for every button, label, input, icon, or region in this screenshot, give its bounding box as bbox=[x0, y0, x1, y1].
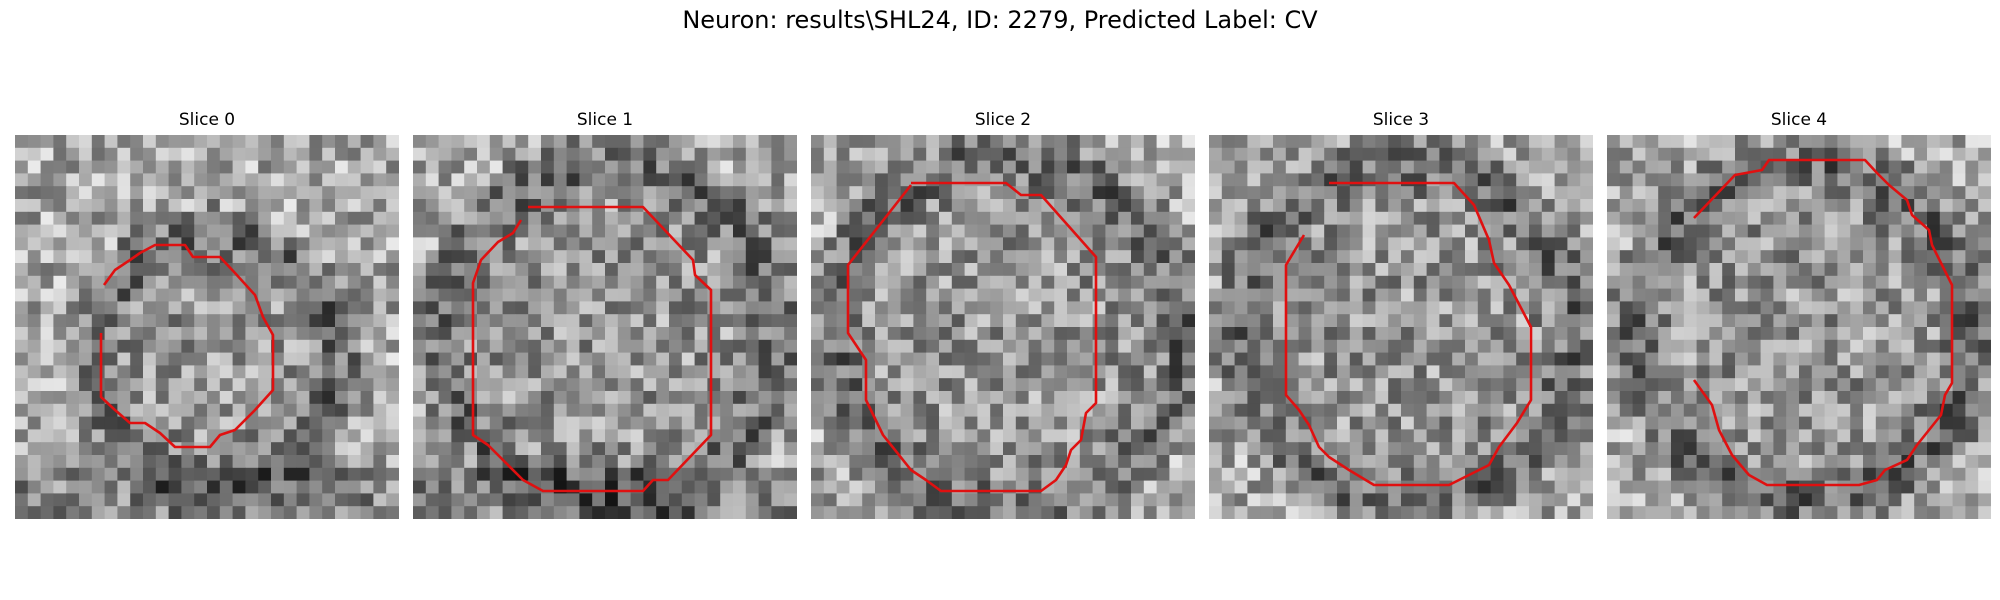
slice-panel-0: Slice 0 bbox=[15, 108, 399, 519]
slice-panel-2: Slice 2 bbox=[811, 108, 1195, 519]
segmentation-outline bbox=[846, 181, 1098, 493]
segmentation-outline bbox=[471, 205, 713, 493]
slice-image bbox=[1607, 135, 1991, 519]
slice-panel-3: Slice 3 bbox=[1209, 108, 1593, 519]
figure-title: Neuron: results\SHL24, ID: 2279, Predict… bbox=[682, 6, 1318, 34]
slice-title: Slice 1 bbox=[576, 110, 634, 130]
microscopy-texture bbox=[413, 135, 797, 519]
slice-title: Slice 0 bbox=[178, 110, 236, 130]
microscopy-texture bbox=[15, 135, 399, 519]
slice-image bbox=[1209, 135, 1593, 519]
slice-panel-4: Slice 4 bbox=[1607, 108, 1991, 519]
slice-image bbox=[811, 135, 1195, 519]
slice-panel-1: Slice 1 bbox=[413, 108, 797, 519]
slice-image bbox=[15, 135, 399, 519]
slice-image bbox=[413, 135, 797, 519]
segmentation-outline bbox=[1692, 158, 1954, 487]
microscopy-texture bbox=[811, 135, 1195, 519]
segmentation-outline bbox=[99, 243, 275, 449]
segmentation-outline bbox=[1284, 181, 1533, 487]
microscopy-texture bbox=[1209, 135, 1593, 519]
slice-title: Slice 4 bbox=[1770, 110, 1828, 130]
microscopy-texture bbox=[1607, 135, 1991, 519]
slice-title: Slice 2 bbox=[974, 110, 1032, 130]
slice-title: Slice 3 bbox=[1372, 110, 1430, 130]
